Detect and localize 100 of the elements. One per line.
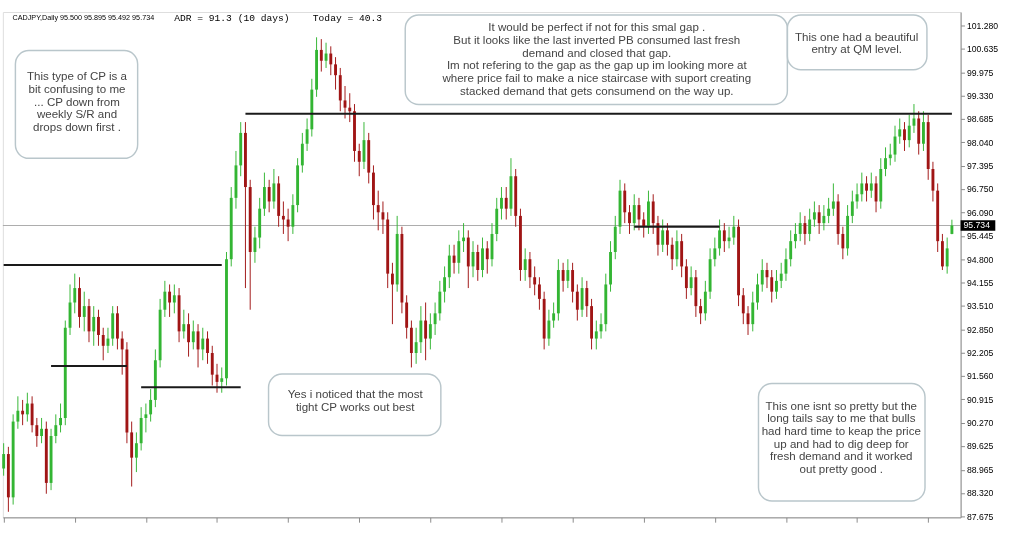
candlestick — [419, 305, 423, 354]
candlestick — [903, 121, 906, 152]
candlestick — [30, 395, 34, 433]
candlestick — [808, 208, 812, 242]
y-tick-label: 99.330 — [966, 91, 994, 102]
candlestick — [580, 276, 584, 318]
y-tick-label: 91.560 — [966, 371, 994, 382]
candlestick — [770, 269, 774, 303]
candlestick — [760, 258, 764, 293]
candlestick — [35, 417, 39, 448]
candlestick — [566, 258, 570, 289]
candlestick — [675, 229, 679, 267]
candlestick — [841, 226, 845, 260]
y-tick-label: 96.090 — [966, 208, 994, 219]
candlestick — [357, 143, 361, 177]
candlestick — [741, 287, 745, 325]
candlestick — [21, 399, 25, 426]
annotation: This type of CP is a bit confusing to me ... CP down from weekly S/R and drops down first . — [27, 70, 128, 134]
candlestick — [300, 132, 304, 174]
candlestick — [424, 302, 428, 361]
candlestick — [319, 38, 323, 73]
candlestick — [281, 200, 285, 235]
candlestick — [504, 186, 508, 220]
candlestick — [376, 190, 380, 231]
y-tick-label: 92.205 — [966, 348, 994, 359]
candlestick — [945, 237, 949, 275]
candlestick — [779, 262, 783, 289]
candlestick — [798, 211, 802, 242]
candlestick — [348, 92, 352, 123]
candlestick — [210, 345, 214, 386]
candlestick — [54, 413, 58, 444]
candlestick — [632, 193, 636, 231]
candlestick — [751, 291, 755, 332]
candlestick — [485, 240, 489, 275]
y-tick-label: 88.965 — [966, 465, 994, 476]
candlestick — [25, 392, 29, 423]
candlestick — [428, 312, 432, 350]
candlestick — [670, 237, 674, 271]
candlestick — [291, 193, 295, 235]
y-tick-label: 88.320 — [966, 488, 994, 499]
y-tick-label: 92.850 — [966, 324, 994, 335]
candlestick — [92, 305, 96, 347]
candlestick — [457, 229, 461, 275]
candlestick — [134, 431, 138, 473]
candlestick — [97, 309, 100, 347]
candlestick — [756, 273, 759, 311]
annotation: Yes i noticed that the most tight CP works out best — [287, 388, 424, 413]
candlestick — [16, 395, 20, 430]
candlestick — [481, 237, 484, 278]
y-tick-label: 101.280 — [966, 20, 999, 31]
annotation: ADR = 91.3 (10 days) — [174, 12, 290, 24]
candlestick — [850, 190, 854, 224]
candlestick — [220, 366, 224, 394]
candlestick — [500, 186, 503, 220]
candlestick — [884, 146, 887, 177]
candlestick — [438, 280, 442, 322]
candlestick — [144, 403, 148, 433]
candlestick — [286, 208, 290, 242]
candlestick — [713, 237, 717, 267]
candlestick — [922, 110, 925, 152]
y-tick-label: 100.635 — [966, 44, 999, 55]
candlestick — [732, 215, 736, 246]
candlestick — [571, 262, 575, 303]
candlestick — [803, 215, 807, 246]
candlestick — [82, 291, 86, 332]
candlestick — [628, 204, 631, 235]
candlestick — [533, 265, 537, 296]
ref-line-label: 95.734 — [963, 220, 991, 231]
candlestick — [661, 219, 665, 253]
candlestick — [443, 265, 447, 303]
candlestick — [40, 417, 44, 444]
candlestick — [253, 226, 257, 264]
candlestick — [329, 45, 333, 76]
candlestick — [101, 327, 105, 361]
y-tick-label: 97.395 — [966, 160, 994, 171]
candlestick — [149, 388, 153, 423]
candlestick — [812, 200, 816, 228]
candlestick — [699, 298, 703, 325]
candlestick — [201, 327, 205, 361]
candlestick — [537, 276, 541, 311]
candlestick — [182, 309, 186, 340]
y-tick-label: 90.915 — [966, 394, 994, 405]
candlestick — [73, 273, 77, 314]
candlestick — [789, 229, 793, 267]
candlestick — [305, 118, 309, 152]
candlestick — [172, 283, 176, 314]
candlestick — [206, 330, 209, 365]
candlestick — [59, 403, 62, 433]
y-tick-label: 89.625 — [966, 441, 994, 452]
candlestick — [931, 161, 935, 202]
y-tick-label: 95.445 — [966, 231, 994, 242]
candlestick — [523, 247, 527, 282]
candlestick — [594, 320, 598, 350]
candlestick — [163, 280, 167, 318]
candlestick — [462, 222, 465, 253]
annotation: This one had a beautiful entry at QM level. — [795, 30, 919, 56]
candlestick — [168, 283, 172, 318]
candlestick — [793, 222, 797, 249]
annotation: It would be perfect if not for this smal gap . But it looks like the last inverted PB consumed last fresh demand and closed that gap. Im not refering to the gap as the gap up im looking more at where price fail to make a nice staircase with suport creating stacked demand that gets consumend on the way up. — [441, 21, 752, 97]
candlestick — [547, 309, 551, 347]
